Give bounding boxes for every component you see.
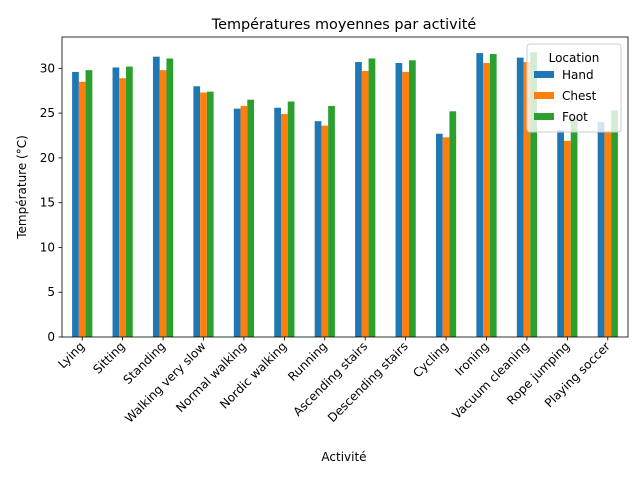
x-tick-label: Vacuum cleaning [449, 339, 532, 422]
bar-chest-7 [361, 71, 369, 338]
y-tick-label: 20 [40, 151, 55, 165]
bar-foot-7 [368, 58, 376, 337]
plot-frame [61, 36, 629, 338]
bar-foot-4 [247, 99, 255, 337]
legend-title: Location [549, 51, 600, 65]
y-tick-label: 0 [47, 330, 55, 344]
x-tick-label: Lying [55, 339, 87, 371]
bar-foot-8 [409, 60, 416, 338]
chart-title: Températures moyennes par activité [211, 17, 477, 33]
bar-chest-8 [402, 71, 410, 337]
bar-foot-2 [166, 58, 174, 337]
x-tick-label: Sitting [90, 339, 127, 376]
bar-chest-12 [563, 140, 571, 337]
legend-box [526, 43, 622, 133]
legend: Location Hand Chest Foot [526, 43, 622, 133]
bar-foot-0 [85, 70, 93, 337]
bar-hand-0 [72, 71, 79, 337]
bar-chest-9 [442, 137, 450, 337]
bar-hand-2 [152, 56, 160, 338]
bar-hand-10 [476, 53, 484, 337]
bar-chest-1 [119, 78, 127, 337]
x-tick-label: Descending stairs [325, 339, 411, 425]
bar-hand-12 [557, 130, 564, 337]
bar-hand-1 [112, 67, 120, 338]
legend-label-hand: Hand [562, 68, 594, 82]
bar-chest-4 [240, 105, 248, 337]
bar-foot-5 [287, 101, 295, 337]
legend-swatch-hand [534, 71, 554, 78]
bar-foot-1 [126, 66, 133, 337]
bar-hand-5 [274, 107, 281, 337]
x-tick-label: Ironing [452, 339, 491, 378]
bar-chest-10 [483, 62, 490, 337]
y-tick-label: 30 [40, 61, 55, 75]
legend-swatch-chest [534, 92, 554, 99]
bar-hand-8 [395, 62, 403, 337]
bars-layer [72, 52, 618, 338]
bar-chest-2 [159, 70, 167, 337]
bar-hand-7 [355, 62, 362, 338]
y-tick-label: 15 [40, 196, 55, 210]
bar-hand-4 [233, 108, 241, 338]
legend-swatch-foot [534, 113, 554, 120]
bar-chest-5 [280, 114, 288, 337]
legend-label-chest: Chest [562, 89, 597, 103]
bar-chest-13 [604, 131, 612, 337]
y-tick-label: 10 [40, 240, 55, 254]
bar-hand-9 [435, 133, 443, 337]
bar-hand-11 [516, 57, 524, 337]
y-axis-title: Température (°C) [15, 135, 29, 240]
y-axis: 0 5 10 15 20 25 30 [40, 61, 62, 344]
bar-chest-0 [78, 81, 86, 337]
bar-hand-13 [597, 122, 605, 338]
bar-chest-11 [523, 62, 531, 338]
bar-chest-3 [200, 92, 207, 337]
bar-foot-11 [530, 52, 538, 338]
bar-foot-12 [570, 117, 578, 337]
x-tick-label: Cycling [410, 339, 451, 380]
bar-foot-6 [328, 105, 335, 337]
bar-foot-3 [206, 91, 214, 338]
y-tick-label: 5 [47, 285, 55, 299]
legend-label-foot: Foot [562, 110, 588, 124]
x-tick-label: Ascending stairs [291, 339, 371, 419]
bar-foot-13 [611, 110, 618, 338]
bar-chest-6 [321, 125, 329, 338]
x-tick-label: Normal walking [173, 339, 249, 415]
x-axis-title: Activité [321, 450, 366, 464]
bar-foot-10 [489, 54, 497, 338]
bar-hand-3 [193, 86, 201, 338]
bar-hand-6 [314, 121, 322, 337]
bar-foot-9 [449, 111, 457, 337]
y-tick-label: 25 [40, 106, 55, 120]
